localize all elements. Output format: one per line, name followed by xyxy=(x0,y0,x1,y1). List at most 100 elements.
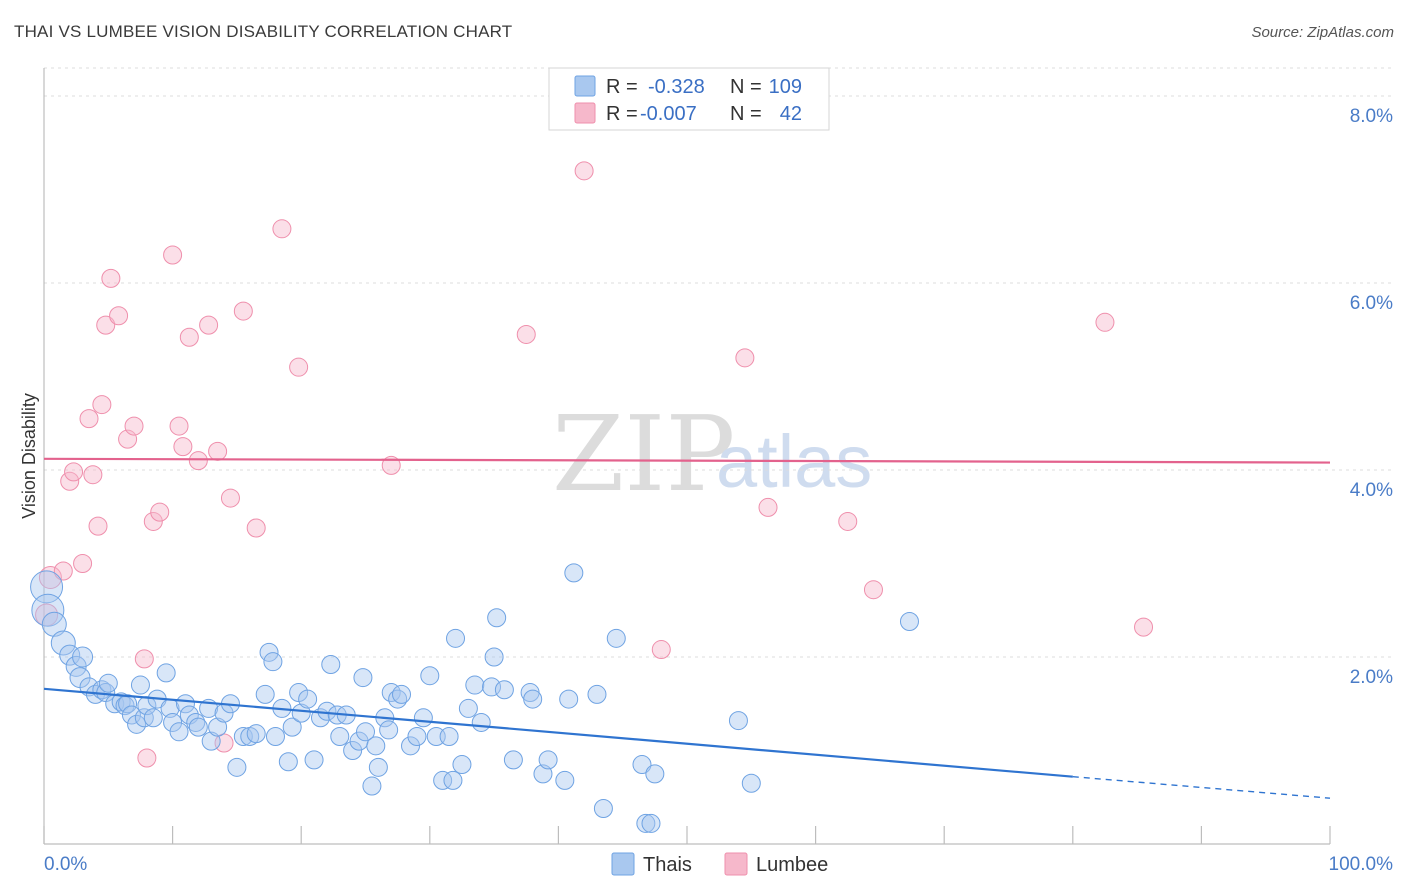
thais-trend-line xyxy=(43,687,1073,778)
thais-point xyxy=(728,711,748,731)
lumbee-point xyxy=(101,268,121,288)
lumbee-point xyxy=(233,301,253,321)
thais-point xyxy=(741,773,761,793)
legend-n-label-lumbee: N = xyxy=(730,103,762,125)
lumbee-point xyxy=(38,566,62,590)
thais-point xyxy=(641,813,661,833)
bottom-legend-label-lumbee: Lumbee xyxy=(756,854,828,876)
thais-point xyxy=(188,717,208,737)
thais-point xyxy=(606,628,626,648)
lumbee-point xyxy=(150,502,170,522)
lumbee-point xyxy=(1095,312,1115,332)
thais-point xyxy=(433,770,453,790)
thais-point xyxy=(282,717,302,737)
thais-point xyxy=(111,692,131,712)
lumbee-point xyxy=(92,395,112,415)
thais-point xyxy=(265,726,285,746)
thais-point xyxy=(458,698,478,718)
lumbee-point xyxy=(73,554,93,574)
legend-box xyxy=(548,67,830,131)
lumbee-point xyxy=(574,161,594,181)
thais-point xyxy=(304,750,324,770)
lumbee-point xyxy=(179,327,199,347)
thais-point xyxy=(366,736,386,756)
lumbee-point xyxy=(64,462,84,482)
thais-point xyxy=(30,570,64,604)
lumbee-point xyxy=(109,306,129,326)
thais-point xyxy=(50,630,76,656)
thais-point xyxy=(559,689,579,709)
lumbee-point xyxy=(137,748,157,768)
lumbee-point xyxy=(53,561,73,581)
thais-point xyxy=(343,741,363,761)
thais-point xyxy=(503,750,523,770)
gridlines xyxy=(44,67,1392,658)
lumbee-point xyxy=(163,245,183,265)
thais-point xyxy=(255,684,275,704)
x-axis-ticks xyxy=(43,826,1331,844)
lumbee-point xyxy=(246,518,266,538)
thais-point xyxy=(443,770,463,790)
lumbee-point xyxy=(220,488,240,508)
thais-point xyxy=(899,611,919,631)
lumbee-point xyxy=(199,315,219,335)
thais-point xyxy=(632,755,652,775)
thais-point xyxy=(645,764,665,784)
lumbee-point xyxy=(96,315,116,335)
thais-point xyxy=(118,694,138,714)
thais-point xyxy=(169,722,189,742)
thais-point xyxy=(356,722,375,742)
legend-r-label-lumbee: R = xyxy=(606,103,638,125)
y-tick-label: 2.0% xyxy=(1350,667,1393,688)
thais-point xyxy=(413,708,433,728)
thais-point xyxy=(291,703,311,723)
lumbee-trend-line xyxy=(43,457,1331,464)
lumbee-point xyxy=(758,497,778,517)
lumbee-point xyxy=(838,511,858,531)
source-credit: Source: ZipAtlas.com xyxy=(1251,24,1394,41)
thais-point xyxy=(538,750,558,770)
thais-point xyxy=(636,813,656,833)
lumbee-point xyxy=(83,465,103,485)
thais-point xyxy=(533,764,553,784)
lumbee-point xyxy=(134,649,154,669)
trend-lines xyxy=(43,457,1331,799)
thais-point xyxy=(362,776,382,796)
legend-n-value-lumbee: 42 xyxy=(780,103,802,125)
bottom-legend-label-thais: Thais xyxy=(643,854,692,876)
thais-point xyxy=(523,689,543,709)
thais-point xyxy=(156,663,176,683)
y-tick-label: 6.0% xyxy=(1350,293,1393,314)
thais-point xyxy=(368,757,388,777)
lumbee-point xyxy=(651,640,671,660)
chart-title: THAI VS LUMBEE VISION DISABILITY CORRELA… xyxy=(14,22,513,41)
lumbee-point xyxy=(88,516,108,536)
thais-point xyxy=(163,712,183,732)
thais-point xyxy=(487,608,507,628)
y-tick-labels: 2.0% 4.0% 6.0% 8.0% xyxy=(1350,106,1393,688)
series-legend: Thais Lumbee xyxy=(611,852,828,876)
lumbee-point xyxy=(208,441,228,461)
x-tick-label-min: 0.0% xyxy=(44,854,87,875)
lumbee-point xyxy=(516,324,536,344)
thais-point xyxy=(98,673,118,693)
watermark-zip: ZIP xyxy=(552,393,735,515)
thais-point xyxy=(446,628,466,648)
lumbee-point xyxy=(735,348,755,368)
thais-point xyxy=(72,646,94,668)
y-tick-label: 8.0% xyxy=(1350,106,1393,127)
x-tick-label-max: 100.0% xyxy=(1329,854,1394,875)
thais-point xyxy=(259,642,279,662)
lumbee-point xyxy=(169,416,189,436)
thais-point xyxy=(353,668,373,688)
thais-point xyxy=(484,647,504,667)
lumbee-point xyxy=(289,357,309,377)
thais-point xyxy=(201,731,221,751)
legend-n-value-thais: 109 xyxy=(769,76,802,98)
thais-point xyxy=(452,755,472,775)
thais-point xyxy=(379,720,399,740)
thais-point xyxy=(208,717,228,737)
bottom-legend-swatch-thais xyxy=(611,852,635,876)
thais-point xyxy=(246,724,266,744)
